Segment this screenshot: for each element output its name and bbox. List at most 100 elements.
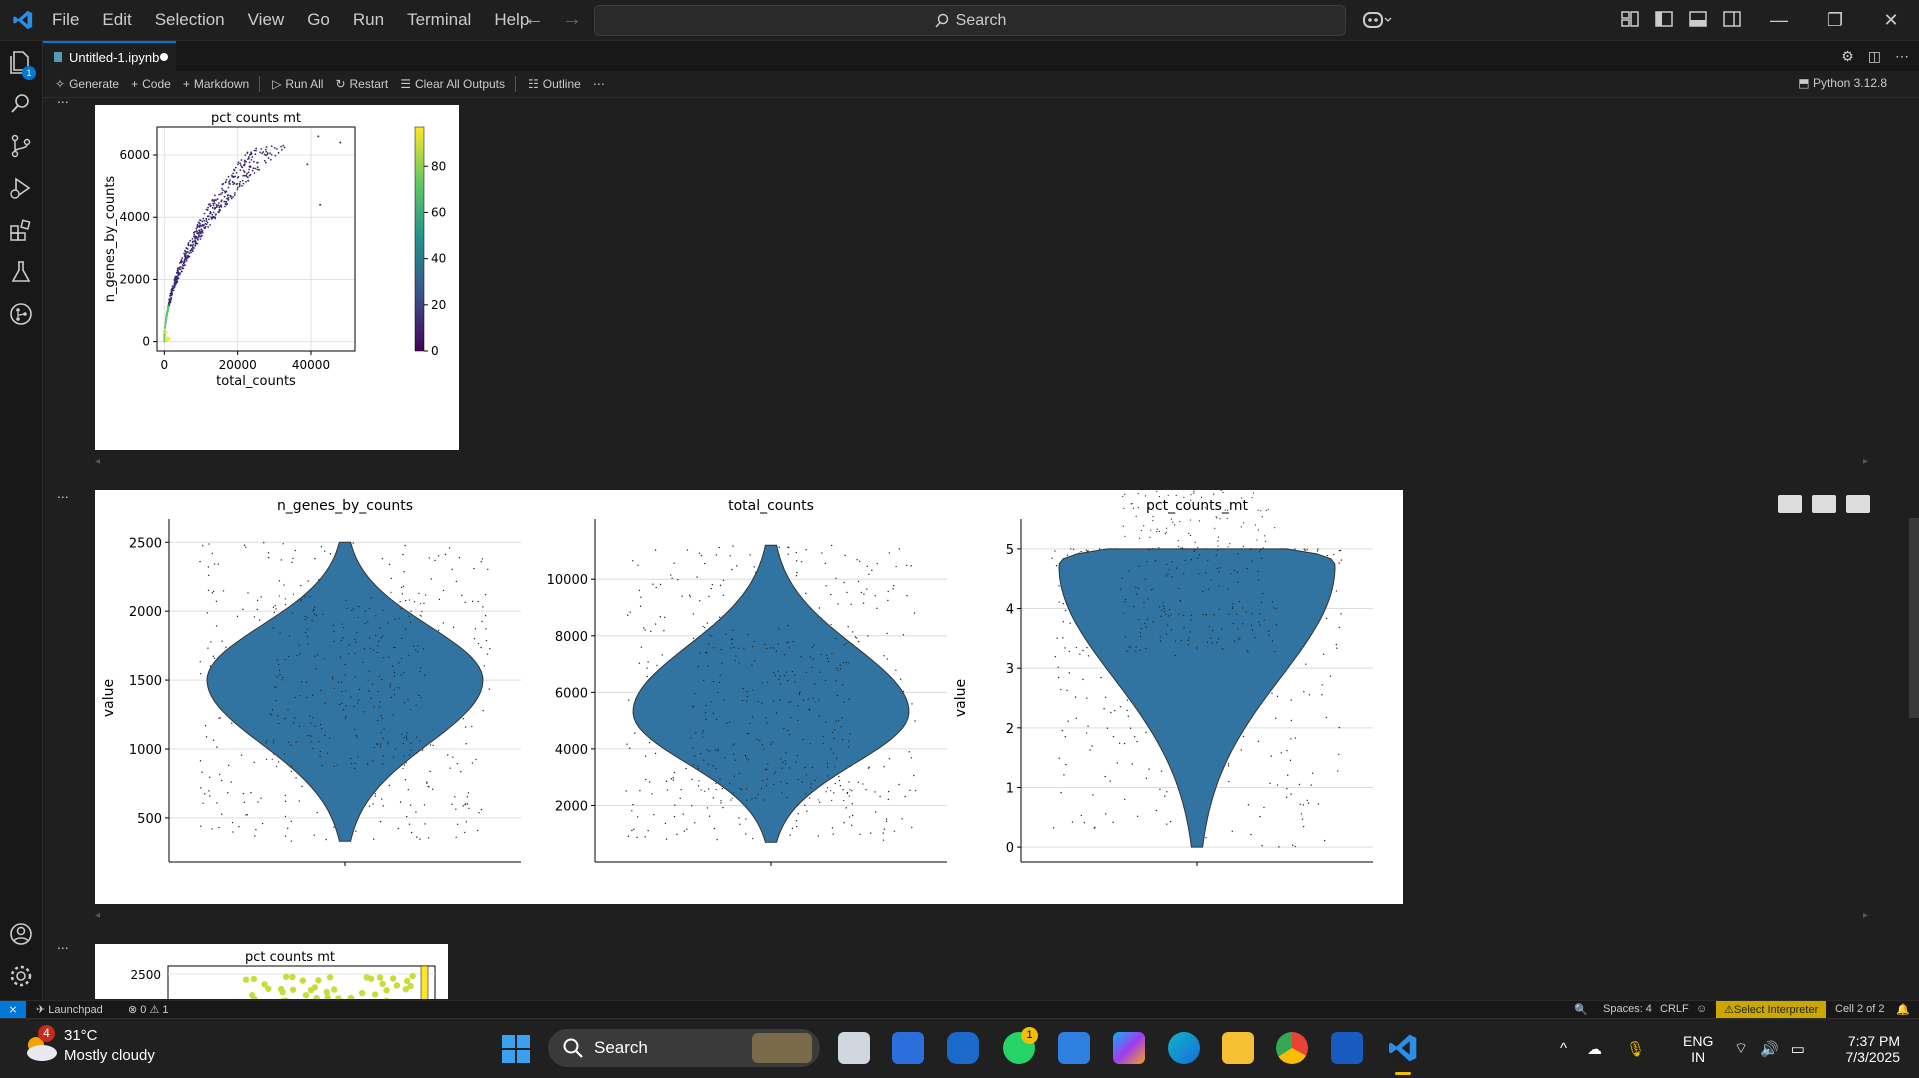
task-view-icon[interactable] [838, 1032, 870, 1064]
inner-point [783, 654, 786, 656]
more-actions-icon[interactable]: ⋯ [1895, 48, 1909, 64]
jitter-point [462, 718, 465, 720]
restart-button[interactable]: ↻ Restart [335, 77, 388, 91]
jitter-point [403, 764, 406, 766]
inner-point [331, 678, 334, 680]
cell-output-more[interactable]: ... [57, 485, 69, 501]
inner-point [741, 700, 743, 702]
taskbar-search[interactable]: Search [548, 1029, 820, 1067]
split-editor-icon[interactable]: ◫ [1867, 48, 1881, 64]
gitlens-icon[interactable] [8, 301, 34, 327]
onedrive-cloud-icon[interactable]: ☁ [1587, 1040, 1603, 1058]
generate-button[interactable]: ✧ Generate [55, 77, 119, 91]
add-code-cell-button[interactable]: + Code [131, 77, 171, 91]
extensions-icon[interactable] [8, 217, 34, 243]
menu-go[interactable]: Go [307, 10, 330, 29]
interpreter-label: Select Interpreter [1733, 1003, 1819, 1016]
launchpad-item[interactable]: ✈ Launchpad [36, 1003, 103, 1016]
outline-button[interactable]: ☷ Outline [528, 77, 581, 91]
windows-start-icon[interactable] [502, 1035, 530, 1063]
command-center-search[interactable]: Search [594, 5, 1346, 36]
inner-point [1258, 621, 1260, 623]
unsaved-dot-icon[interactable] [160, 53, 168, 61]
vscode-taskbar-icon[interactable] [1387, 1032, 1419, 1064]
copilot-status-icon[interactable]: ☺ [1696, 1003, 1708, 1015]
toolbar-more-button[interactable]: ⋯ [593, 77, 605, 91]
explorer-icon[interactable] [8, 49, 34, 75]
notebook-settings-icon[interactable]: ⚙ [1841, 48, 1854, 64]
inner-point [798, 693, 801, 696]
jitter-point [706, 807, 709, 809]
chart-output-icon[interactable] [1812, 495, 1836, 513]
menu-run[interactable]: Run [352, 10, 385, 29]
back-arrow-icon[interactable]: ← [524, 8, 544, 30]
menu-terminal[interactable]: Terminal [407, 10, 472, 29]
notebook-scrollbar[interactable] [1909, 518, 1919, 718]
cell-indicator[interactable]: Cell 2 of 2 [1835, 1003, 1885, 1015]
temperature[interactable]: 31°C [64, 1027, 98, 1044]
jitter-point [843, 822, 845, 824]
microphone-icon[interactable]: 🎙 [1626, 1040, 1646, 1058]
kernel-picker[interactable]: ⬒ Python 3.12.8 [1798, 76, 1887, 90]
weather-condition[interactable]: Mostly cloudy [64, 1047, 155, 1064]
toggle-secondary-sidebar-icon[interactable] [1722, 9, 1742, 29]
select-interpreter-button[interactable]: ⚠ Select Interpreter [1716, 1001, 1827, 1018]
azure-icon[interactable] [1058, 1032, 1090, 1064]
run-all-button[interactable]: ▷ Run All [272, 77, 323, 91]
cell-output-more[interactable]: ... [57, 98, 69, 106]
notifications-bell-icon[interactable]: 🔔 [1896, 1004, 1910, 1016]
inner-point [742, 688, 744, 690]
indentation-item[interactable]: Spaces: 4 [1603, 1003, 1652, 1015]
clear-all-outputs-button[interactable]: ☰ Clear All Outputs [400, 77, 505, 91]
scroll-right-icon[interactable]: ▸ [1863, 910, 1869, 921]
testing-icon[interactable] [8, 259, 34, 285]
toggle-primary-sidebar-icon[interactable] [1654, 9, 1674, 29]
source-control-icon[interactable] [8, 133, 34, 159]
chrome-browser-icon[interactable] [1276, 1032, 1308, 1064]
show-hidden-icons-icon[interactable]: ^ [1560, 1040, 1568, 1057]
customize-layout-icon[interactable] [1620, 9, 1640, 29]
clock[interactable]: 7:37 PM 7/3/2025 [1832, 1019, 1901, 1078]
menu-file[interactable]: File [52, 10, 80, 29]
scroll-left-icon[interactable]: ◂ [95, 910, 101, 921]
menu-edit[interactable]: Edit [102, 10, 132, 29]
y-tick-label: 2 [1006, 722, 1014, 737]
search-sidebar-icon[interactable] [8, 91, 34, 117]
canva-app-icon[interactable] [947, 1032, 979, 1064]
word-app-icon[interactable] [1331, 1032, 1363, 1064]
scroll-left-icon[interactable]: ◂ [95, 456, 101, 467]
menu-view[interactable]: View [247, 10, 285, 29]
jitter-point [1136, 815, 1139, 817]
add-markdown-cell-button[interactable]: + Markdown [183, 77, 249, 91]
microsoft-store-icon[interactable] [892, 1032, 924, 1064]
restore-icon[interactable]: ❐ [1826, 9, 1844, 30]
accounts-icon[interactable] [8, 921, 34, 947]
tab-untitled-notebook[interactable]: Untitled-1.ipynb [43, 41, 176, 71]
copilot-icon[interactable] [1362, 9, 1392, 31]
menu-help[interactable]: Help [494, 10, 530, 29]
toggle-panel-icon[interactable] [1688, 9, 1708, 29]
scroll-right-icon[interactable]: ▸ [1863, 456, 1869, 467]
close-icon[interactable]: ✕ [1883, 9, 1899, 30]
quick-settings[interactable]: ⌔ 🔊 ▭ [1734, 1019, 1805, 1078]
inner-point [344, 674, 346, 676]
forward-arrow-icon[interactable]: → [562, 8, 582, 30]
settings-gear-icon[interactable] [8, 963, 34, 989]
file-explorer-icon[interactable] [1222, 1032, 1254, 1064]
remote-indicator-icon[interactable]: ⨯ [0, 1001, 26, 1018]
cell-output-more[interactable]: ... [57, 936, 69, 952]
jitter-point [1074, 696, 1077, 698]
run-debug-icon[interactable] [8, 175, 34, 201]
minimize-icon[interactable]: — [1770, 9, 1788, 30]
weather-cloud-icon[interactable] [20, 1031, 60, 1065]
copy-output-icon[interactable] [1778, 495, 1802, 513]
zoom-icon[interactable]: 🔍 [1574, 1004, 1588, 1016]
menu-selection[interactable]: Selection [154, 10, 225, 29]
problems-item[interactable]: ⊗ 0 ⚠ 1 [128, 1003, 169, 1016]
language-indicator[interactable]: ENG IN [1683, 1019, 1713, 1078]
save-output-icon[interactable] [1846, 495, 1870, 513]
line-ending-item[interactable]: CRLF [1660, 1003, 1689, 1015]
edge-browser-icon[interactable] [1168, 1032, 1200, 1064]
jitter-point [795, 560, 798, 562]
copilot-app-icon[interactable] [1113, 1032, 1145, 1064]
